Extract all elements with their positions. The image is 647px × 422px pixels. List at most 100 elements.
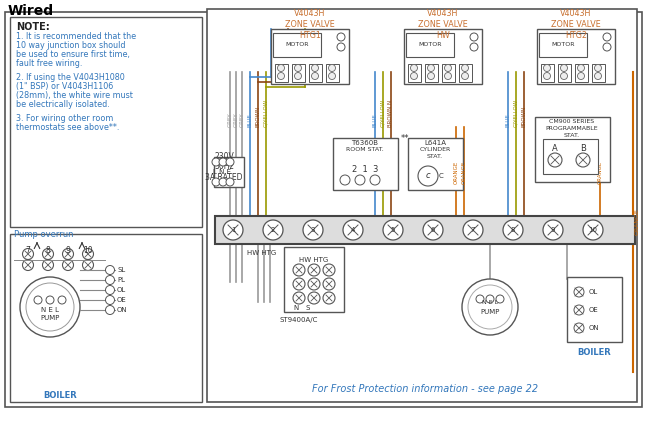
Text: GREY: GREY	[234, 112, 239, 127]
Circle shape	[223, 220, 243, 240]
Text: V4043H
ZONE VALVE
HTG1: V4043H ZONE VALVE HTG1	[285, 9, 335, 40]
Text: PUMP: PUMP	[480, 309, 499, 315]
Text: CM900 SERIES: CM900 SERIES	[549, 119, 595, 124]
Text: HW HTG: HW HTG	[300, 257, 329, 263]
Text: 3. For wiring other room: 3. For wiring other room	[16, 114, 113, 123]
Circle shape	[219, 178, 227, 186]
Circle shape	[355, 175, 365, 185]
Text: STAT.: STAT.	[564, 133, 580, 138]
Circle shape	[105, 295, 115, 305]
Text: N: N	[293, 305, 299, 311]
Bar	[10, 234, 202, 402]
Circle shape	[20, 277, 80, 337]
Bar	[442, 64, 455, 82]
Circle shape	[23, 249, 34, 260]
Bar	[215, 216, 635, 244]
Text: ORANGE: ORANGE	[454, 160, 459, 184]
Text: 2: 2	[271, 227, 275, 233]
Circle shape	[461, 73, 468, 79]
Circle shape	[83, 260, 94, 271]
Bar	[535, 117, 610, 182]
Circle shape	[468, 285, 512, 329]
Circle shape	[63, 249, 74, 260]
Circle shape	[26, 283, 74, 331]
Bar	[575, 64, 588, 82]
Text: 8: 8	[46, 246, 50, 255]
Text: NOTE:: NOTE:	[16, 22, 50, 32]
Circle shape	[294, 73, 302, 79]
Circle shape	[560, 73, 567, 79]
Text: (1" BSP) or V4043H1106: (1" BSP) or V4043H1106	[16, 82, 113, 91]
Bar	[10, 17, 202, 227]
Circle shape	[212, 178, 220, 186]
Text: thermostats see above**.: thermostats see above**.	[16, 123, 120, 132]
Text: BLUE: BLUE	[505, 113, 510, 127]
Bar	[537, 29, 615, 84]
Circle shape	[105, 276, 115, 284]
Text: GREY: GREY	[239, 112, 245, 127]
Circle shape	[263, 220, 283, 240]
Circle shape	[578, 65, 584, 71]
Text: ORANGE: ORANGE	[635, 208, 639, 235]
Text: PL: PL	[117, 277, 125, 283]
Bar	[567, 277, 622, 342]
Text: L N E: L N E	[213, 169, 231, 175]
Text: 1. It is recommended that the: 1. It is recommended that the	[16, 32, 136, 41]
Text: BROWN N: BROWN N	[388, 100, 393, 127]
Text: ORANGE: ORANGE	[461, 160, 466, 184]
Circle shape	[383, 220, 403, 240]
Circle shape	[311, 65, 318, 71]
Text: OL: OL	[589, 289, 598, 295]
Text: 10 way junction box should: 10 way junction box should	[16, 41, 126, 50]
Text: 1: 1	[231, 227, 236, 233]
Circle shape	[105, 306, 115, 314]
Circle shape	[278, 73, 285, 79]
Circle shape	[226, 178, 234, 186]
Text: G/YELLOW: G/YELLOW	[380, 99, 386, 127]
Bar	[271, 29, 349, 84]
Text: G/YELLOW: G/YELLOW	[514, 99, 518, 127]
Bar	[309, 64, 322, 82]
Circle shape	[595, 65, 602, 71]
Text: BLUE: BLUE	[373, 113, 377, 127]
Text: 7: 7	[471, 227, 476, 233]
Circle shape	[486, 295, 494, 303]
Circle shape	[340, 175, 350, 185]
Text: 7: 7	[26, 246, 30, 255]
Text: fault free wiring.: fault free wiring.	[16, 59, 82, 68]
Circle shape	[476, 295, 484, 303]
Circle shape	[226, 158, 234, 166]
Circle shape	[212, 158, 220, 166]
Bar	[214, 157, 244, 187]
Circle shape	[574, 287, 584, 297]
Text: BROWN: BROWN	[521, 106, 527, 127]
Text: OL: OL	[117, 287, 126, 293]
Text: T6360B: T6360B	[351, 140, 378, 146]
Text: 6: 6	[431, 227, 435, 233]
Text: CYLINDER: CYLINDER	[419, 147, 450, 152]
Text: MOTOR: MOTOR	[551, 43, 575, 48]
Text: 10: 10	[83, 246, 93, 255]
Bar	[539, 33, 587, 57]
Text: 10: 10	[589, 227, 597, 233]
Text: Wired: Wired	[8, 4, 54, 18]
Circle shape	[293, 292, 305, 304]
Circle shape	[444, 73, 452, 79]
Text: (28mm), the white wire must: (28mm), the white wire must	[16, 91, 133, 100]
Circle shape	[543, 73, 551, 79]
Text: 2  1  3: 2 1 3	[352, 165, 378, 175]
Circle shape	[463, 220, 483, 240]
Text: BOILER: BOILER	[577, 348, 611, 357]
Text: V4043H
ZONE VALVE
HTG2: V4043H ZONE VALVE HTG2	[551, 9, 601, 40]
Circle shape	[308, 264, 320, 276]
Bar	[326, 64, 339, 82]
Text: 9: 9	[551, 227, 555, 233]
Circle shape	[63, 260, 74, 271]
Text: N E L: N E L	[41, 307, 59, 313]
Text: BROWN: BROWN	[256, 106, 261, 127]
Circle shape	[337, 43, 345, 51]
Circle shape	[428, 65, 435, 71]
Circle shape	[503, 220, 523, 240]
Bar	[592, 64, 605, 82]
Circle shape	[329, 73, 336, 79]
